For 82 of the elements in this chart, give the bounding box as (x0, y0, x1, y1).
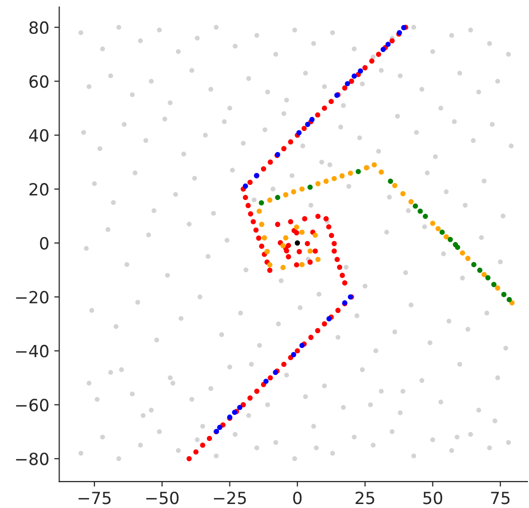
y-tick-label: 60 (29, 75, 48, 88)
point (315, 181, 321, 186)
point (280, 243, 286, 248)
point (454, 244, 460, 250)
point (267, 198, 272, 203)
point (352, 74, 357, 79)
y-tick-label: −40 (16, 344, 48, 358)
point (242, 184, 248, 189)
y-tick-label: −80 (16, 452, 48, 466)
point (237, 404, 242, 410)
point (326, 316, 332, 322)
point (477, 268, 482, 273)
point (339, 173, 345, 178)
point (332, 176, 337, 182)
point (258, 200, 264, 206)
point (501, 292, 506, 298)
point (385, 42, 391, 47)
point (294, 240, 300, 246)
point (275, 194, 280, 200)
point (440, 230, 445, 235)
y-tick-label: −60 (16, 398, 48, 412)
point (294, 224, 300, 230)
point (422, 214, 428, 219)
point (471, 262, 476, 268)
point (312, 232, 318, 238)
x-tick-label: −50 (146, 492, 179, 504)
point (460, 250, 466, 256)
point (348, 170, 354, 176)
point (436, 226, 441, 232)
point (356, 168, 361, 174)
y-tick-label: −20 (16, 290, 48, 304)
point (418, 208, 423, 214)
point (495, 285, 500, 291)
x-tick-label: −25 (214, 492, 246, 504)
point (296, 130, 302, 136)
point (400, 191, 406, 196)
point (412, 203, 418, 209)
point (267, 262, 272, 268)
y-tick-label: 80 (29, 21, 48, 34)
point (485, 275, 490, 280)
point (506, 297, 512, 302)
point (372, 162, 377, 168)
point (344, 81, 350, 86)
x-tick-label: 0 (293, 492, 302, 504)
point (482, 272, 487, 278)
point (280, 264, 286, 270)
point (291, 189, 296, 194)
point (465, 256, 470, 261)
x-tick-label: −75 (78, 492, 111, 504)
point (308, 248, 313, 254)
point (283, 235, 288, 240)
point (305, 122, 310, 127)
point (299, 262, 305, 268)
point (430, 220, 436, 226)
y-tick-label: 0 (40, 236, 48, 250)
point (448, 236, 453, 242)
point (217, 424, 222, 430)
point (299, 342, 305, 348)
y-tick-label: 20 (30, 183, 48, 196)
point (256, 208, 262, 214)
point (262, 235, 267, 240)
point (378, 170, 384, 175)
x-tick-label: 25 (356, 492, 374, 504)
point (444, 234, 449, 240)
point (323, 178, 329, 184)
point (283, 192, 288, 198)
point (315, 256, 321, 262)
point (263, 378, 269, 384)
point (259, 222, 264, 227)
point (308, 184, 313, 190)
point (408, 199, 414, 204)
point (491, 282, 496, 288)
x-tick-label: 50 (423, 492, 442, 504)
point (309, 116, 315, 122)
point (291, 352, 296, 358)
y-tick-label: 40 (29, 129, 48, 142)
point (392, 182, 398, 188)
point (388, 178, 394, 184)
point (299, 230, 305, 235)
point (299, 186, 305, 192)
point (358, 68, 364, 74)
x-tick-label: 75 (491, 492, 510, 504)
